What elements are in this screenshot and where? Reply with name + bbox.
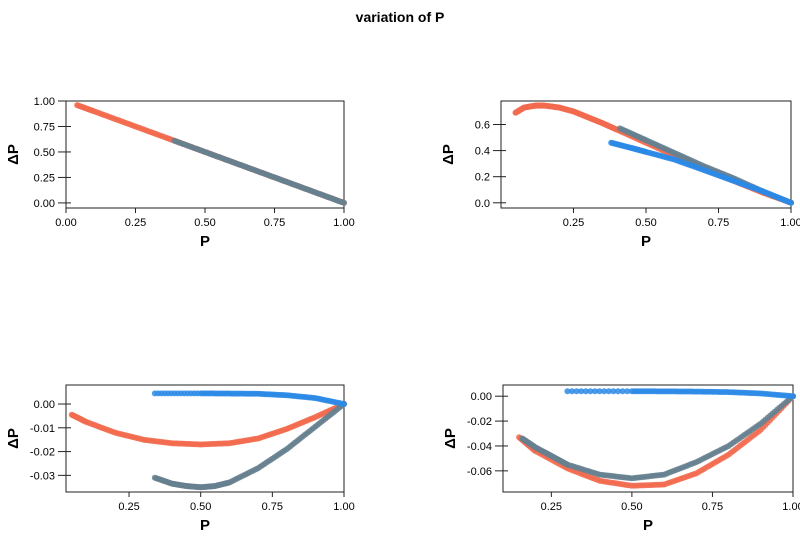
figure-title: variation of P [355,9,445,25]
y-tick-label: -0.02 [30,447,55,459]
y-tick-label: 0.4 [475,146,490,158]
x-tick-label: 0.50 [190,501,211,513]
data-point-blue [615,388,622,395]
x-tick-label: 0.25 [125,217,146,229]
data-point-blue [605,388,612,395]
y-axis-label: ΔP [440,144,457,165]
x-tick-label: 0.25 [118,501,139,513]
x-axis-label: P [200,233,210,250]
x-tick-label: 0.75 [702,501,723,513]
x-tick-label: 0.50 [635,217,656,229]
y-tick-label: 0.6 [475,119,490,131]
data-point-blue [569,388,576,395]
y-tick-label: -0.03 [30,470,55,482]
y-axis-label: ΔP [5,144,22,165]
data-point-blue [624,388,631,395]
data-point-blue [582,388,589,395]
data-point-blue [788,199,794,206]
subplot-bottom-right: 0.25 0.50 0.75 1.00 0.00 -0.02 -0.04 -0.06 P ΔP [442,384,800,534]
x-tick-label: 0.75 [708,217,729,229]
x-tick-label: 0.50 [194,217,215,229]
x-tick-label: 1.00 [782,501,800,513]
x-tick-label: 0.50 [621,501,642,513]
y-tick-label: 0.00 [34,198,55,210]
x-tick-label: 1.00 [333,501,354,513]
subplot-top-left: 0.00 0.25 0.50 0.75 1.00 0.00 0.25 0.50 0.75 1.00… [5,96,355,250]
data-point-blue [619,388,626,395]
x-tick-label: 0.25 [563,217,584,229]
y-tick-label: 0.00 [34,399,55,411]
y-tick-label: -0.02 [467,416,492,428]
y-tick-label: 1.00 [34,96,55,108]
x-axis-label: P [643,517,653,534]
data-point-blue [596,388,603,395]
x-axis-label: P [641,233,651,250]
y-axis-label: ΔP [442,428,459,449]
plot-frame [502,384,794,493]
y-tick-label: 0.50 [34,147,55,159]
y-tick-label: -0.06 [467,466,492,478]
data-point-blue [573,388,580,395]
x-tick-label: 1.00 [333,217,354,229]
y-tick-label: -0.01 [30,423,55,435]
x-tick-label: 0.75 [262,501,283,513]
y-tick-label: 0.0 [475,198,490,210]
data-point-blue [578,388,585,395]
x-axis-label: P [200,517,210,534]
data-point-blue [610,388,617,395]
data-point-blue [790,393,796,400]
x-tick-label: 1.00 [780,217,800,229]
y-tick-label: 0.75 [34,121,55,133]
subplot-top-right: 0.25 0.50 0.75 1.00 0.0 0.2 0.4 0.6 P ΔP [440,100,800,250]
data-point-blue [564,388,571,395]
y-tick-label: 0.2 [475,172,490,184]
x-tick-label: 0.25 [541,501,562,513]
x-tick-label: 0.75 [264,217,285,229]
data-point-gray [341,199,347,206]
y-tick-label: 0.25 [34,172,55,184]
subplot-bottom-left: 0.25 0.50 0.75 1.00 0.00 -0.01 -0.02 -0.03 P ΔP [5,384,355,534]
y-tick-label: 0.00 [471,391,492,403]
data-point-blue [587,388,594,395]
data-point-blue [601,388,608,395]
plot-frame [65,384,345,493]
y-tick-label: -0.04 [467,441,492,453]
y-axis-label: ΔP [5,428,22,449]
data-point-blue [592,388,599,395]
data-point-blue [341,401,347,408]
x-tick-label: 0.00 [55,217,76,229]
